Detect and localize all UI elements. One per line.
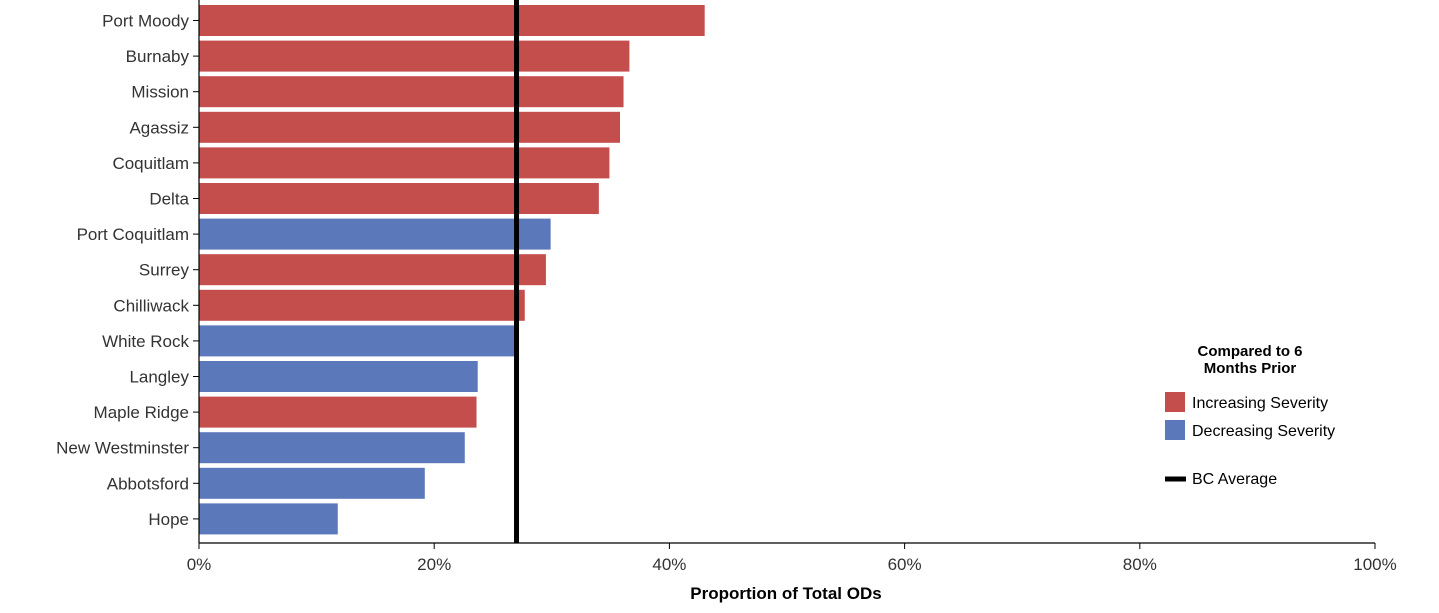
- x-tick-label: 40%: [652, 555, 686, 574]
- x-tick-label: 100%: [1353, 555, 1396, 574]
- bar-new-westminster: [199, 432, 465, 464]
- y-tick-label: Coquitlam: [112, 154, 189, 173]
- y-tick-label: Mission: [131, 83, 189, 102]
- y-tick-label: Hope: [148, 510, 189, 529]
- y-tick-label: Abbotsford: [107, 474, 189, 493]
- bar-maple-ridge: [199, 396, 477, 428]
- bar-langley: [199, 361, 478, 392]
- legend-label-1: Decreasing Severity: [1192, 423, 1335, 440]
- y-tick-label: Port Moody: [102, 12, 189, 31]
- legend-bc-average-label: BC Average: [1192, 471, 1277, 488]
- x-tick-label: 0%: [187, 555, 212, 574]
- x-axis-label: Proportion of Total ODs: [690, 584, 881, 603]
- x-tick-label: 60%: [888, 555, 922, 574]
- legend-title-line-1: Compared to 6: [1197, 343, 1302, 360]
- bar-white-rock: [199, 325, 519, 357]
- y-tick-label: Agassiz: [129, 118, 189, 137]
- bar-surrey: [199, 254, 546, 286]
- legend-label-0: Increasing Severity: [1192, 395, 1328, 412]
- legend-swatch-0: [1165, 392, 1185, 412]
- bar-delta: [199, 183, 599, 214]
- bar-hope: [199, 503, 338, 535]
- bar-abbotsford: [199, 467, 425, 499]
- bar-burnaby: [199, 40, 630, 72]
- y-tick-label: Burnaby: [126, 47, 190, 66]
- y-tick-label: Port Coquitlam: [77, 225, 189, 244]
- y-tick-label: New Westminster: [56, 439, 189, 458]
- legend-title-line-2: Months Prior: [1204, 360, 1297, 377]
- x-tick-label: 20%: [417, 555, 451, 574]
- y-tick-label: White Rock: [102, 332, 189, 351]
- y-tick-label: Langley: [129, 368, 189, 387]
- y-tick-label: Delta: [149, 190, 189, 209]
- bar-mission: [199, 76, 624, 108]
- y-tick-label: Surrey: [139, 261, 190, 280]
- bar-port-coquitlam: [199, 218, 551, 250]
- y-tick-label: Chilliwack: [113, 296, 189, 315]
- y-tick-label: Maple Ridge: [94, 403, 189, 422]
- bar-agassiz: [199, 111, 621, 143]
- bar-coquitlam: [199, 147, 610, 179]
- legend-swatch-1: [1165, 420, 1185, 440]
- x-tick-label: 80%: [1123, 555, 1157, 574]
- bar-chilliwack: [199, 289, 525, 321]
- bar-port-moody: [199, 5, 705, 36]
